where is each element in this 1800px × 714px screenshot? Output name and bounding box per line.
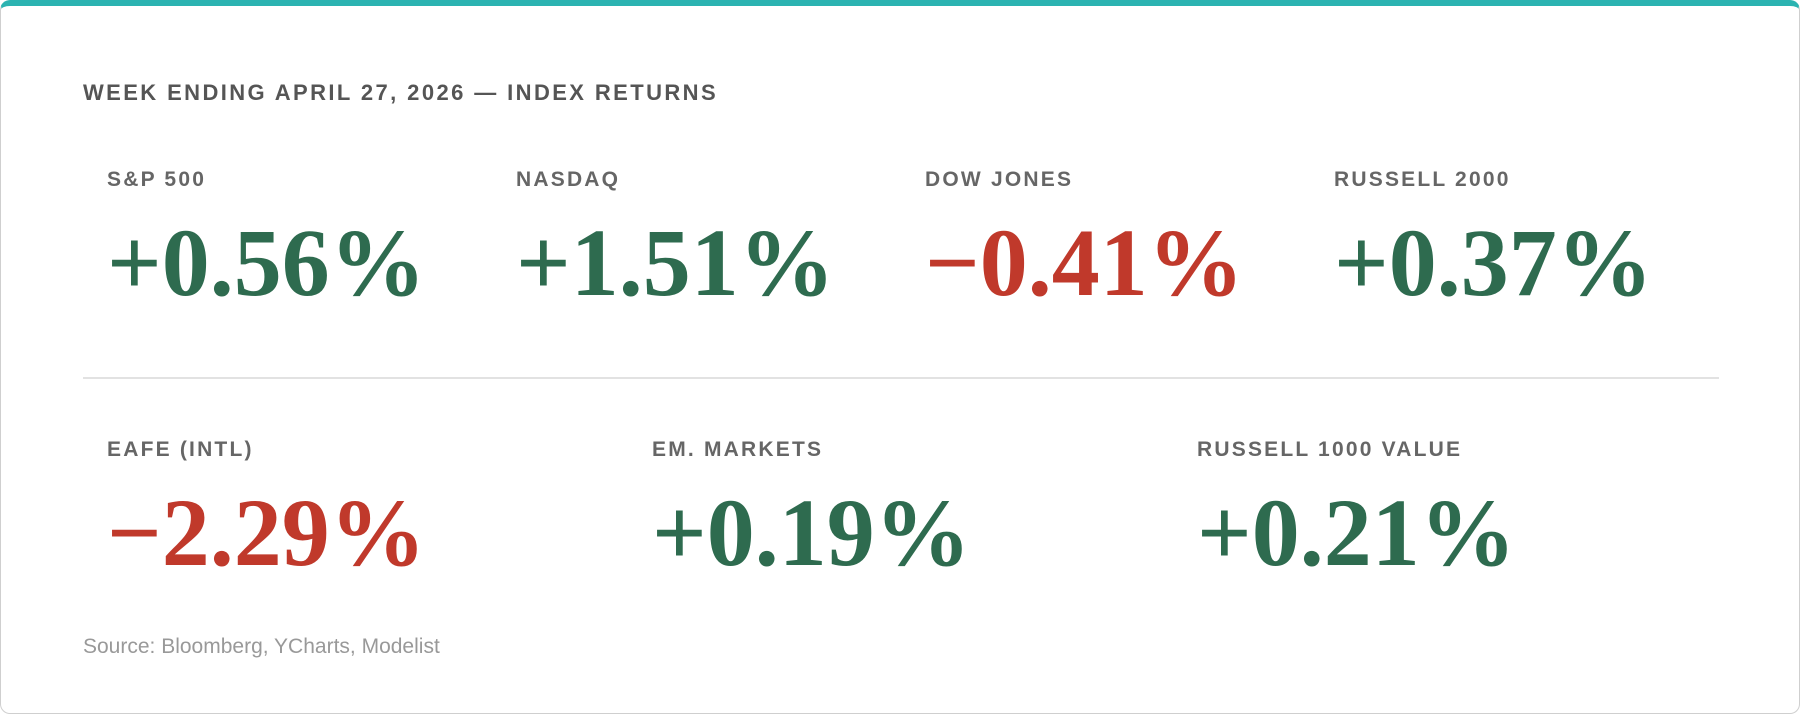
index-label: EAFE (INTL) [107,438,254,461]
index-item: NASDAQ +1.51% [516,168,925,318]
index-label: EM. MARKETS [652,438,824,461]
index-return: +0.21% [1197,479,1516,586]
index-label: NASDAQ [516,168,621,191]
index-item: EM. MARKETS +0.19% [652,438,1197,588]
index-return: −0.41% [925,209,1244,316]
index-label: DOW JONES [925,168,1074,191]
index-item: RUSSELL 1000 VALUE +0.21% [1197,438,1742,588]
index-item: S&P 500 +0.56% [107,168,516,318]
index-return: +0.37% [1334,209,1653,316]
divider [83,377,1719,379]
index-label: S&P 500 [107,168,207,191]
row: EAFE (INTL) −2.29% EM. MARKETS +0.19% RUSSEL… [107,438,1742,588]
index-return: +0.19% [652,479,971,586]
source: Source: Bloomberg, YCharts, Modelist [83,635,440,658]
index-return: +1.51% [516,209,835,316]
index-item: RUSSELL 2000 +0.37% [1334,168,1743,318]
index-item: DOW JONES −0.41% [925,168,1334,318]
index-label: RUSSELL 1000 VALUE [1197,438,1463,461]
index-item: EAFE (INTL) −2.29% [107,438,652,588]
index-return: +0.56% [107,209,426,316]
index-label: RUSSELL 2000 [1334,168,1511,191]
index-return: −2.29% [107,479,426,586]
row: S&P 500 +0.56% NASDAQ +1.51% DOW JONES −0.41%… [107,168,1743,318]
title: WEEK ENDING APRIL 27, 2026 — INDEX RETUR… [83,80,719,105]
